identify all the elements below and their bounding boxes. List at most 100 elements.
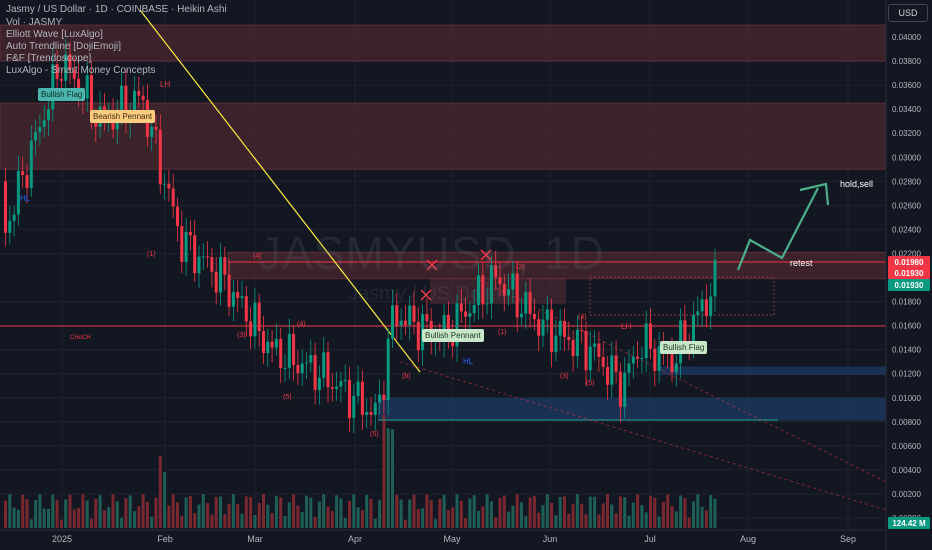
- retest-label: retest: [790, 258, 813, 268]
- volume-bar: [649, 495, 652, 528]
- candle-body: [257, 302, 261, 332]
- volume-bar: [274, 495, 278, 528]
- bearish-pennant-label: Bearish Pennant: [90, 110, 156, 123]
- candle-body: [442, 315, 446, 343]
- candle-body: [631, 356, 635, 364]
- price-axis[interactable]: 0.04000 0.03800 0.03600 0.03400 0.03200 0.030…: [885, 0, 932, 550]
- time-axis[interactable]: 2025 Feb Mar Apr May Jun Jul Aug Sep: [0, 529, 886, 544]
- indicator-volume[interactable]: Vol · JASMY: [6, 17, 63, 28]
- volume-bar: [154, 497, 158, 528]
- volume-bar: [425, 494, 429, 528]
- volume-bar: [68, 494, 72, 528]
- candle-body: [713, 259, 717, 297]
- volume-bar: [558, 496, 562, 528]
- volume-bar: [640, 505, 644, 528]
- candle-body: [274, 338, 278, 348]
- candle-body: [369, 412, 373, 415]
- candle-body: [464, 311, 468, 317]
- candle-body: [618, 371, 622, 407]
- volume-bar: [696, 494, 700, 528]
- time-tick-label: Aug: [740, 534, 756, 544]
- volume-bar: [81, 494, 85, 528]
- volume-bar: [292, 494, 296, 528]
- candle-body: [124, 85, 128, 123]
- candle-body: [644, 323, 648, 359]
- currency-button[interactable]: USD: [888, 4, 928, 22]
- volume-bar: [485, 494, 489, 528]
- candle-body: [670, 352, 674, 373]
- volume-bar: [98, 495, 102, 528]
- candle-body: [262, 331, 265, 354]
- volume-bar: [94, 498, 98, 528]
- candle-body: [47, 109, 50, 121]
- candle-body: [403, 320, 407, 326]
- candle-body: [558, 321, 562, 336]
- price-tick-label: 0.03600: [892, 81, 921, 90]
- candle-body: [120, 85, 124, 112]
- candle-body: [305, 362, 308, 364]
- volume-bar: [498, 497, 502, 528]
- volume-bar: [365, 494, 369, 528]
- price-tick-label: 0.01600: [892, 322, 921, 331]
- volume-bar: [520, 502, 523, 528]
- candle-body: [244, 296, 248, 322]
- volume-bar: [623, 497, 627, 528]
- volume-bar: [326, 506, 330, 528]
- candle-body: [597, 343, 601, 358]
- candle-body: [184, 231, 188, 262]
- candle-body: [606, 366, 609, 385]
- volume-bar: [614, 513, 618, 528]
- chart-title[interactable]: Jasmy / US Dollar · 1D · COINBASE · Heik…: [6, 4, 227, 15]
- volume-bar: [644, 512, 648, 528]
- indicator-auto-trendline[interactable]: Auto Trendline [DojiEmoji]: [6, 41, 122, 52]
- candle-body: [279, 338, 283, 369]
- candle-body: [339, 381, 343, 387]
- name-watermark: Jasmy / US Dollar: [348, 283, 509, 305]
- target-box: [589, 276, 775, 316]
- volume-bar: [4, 500, 7, 528]
- indicator-ff[interactable]: F&F [Trendoscope]: [6, 53, 92, 64]
- price-badge: [888, 279, 930, 291]
- volume-bar: [507, 511, 511, 528]
- candle-body: [64, 54, 68, 81]
- wave-1-label: (1): [147, 251, 156, 258]
- candle-body: [68, 54, 72, 70]
- volume-bar: [253, 515, 257, 528]
- candle-body: [348, 379, 351, 419]
- volume-bar: [184, 497, 188, 528]
- indicator-elliott-wave[interactable]: Elliott Wave [LuxAlgo]: [6, 29, 103, 40]
- candle-body: [176, 206, 179, 226]
- candle-body: [326, 352, 330, 388]
- volume-bar: [270, 512, 274, 528]
- candle-body: [4, 181, 7, 233]
- volume-bar: [115, 501, 119, 528]
- volume-bars: [4, 414, 717, 528]
- volume-bar: [12, 507, 16, 528]
- candle-body: [468, 313, 472, 317]
- time-tick-label: 2025: [52, 534, 72, 544]
- hold-sell-label: hold,sell: [840, 179, 873, 189]
- price-badge-label: 124.42 M: [892, 519, 926, 528]
- indicator-smc[interactable]: LuxAlgo - Smart Money Concepts: [6, 65, 156, 76]
- volume-bar: [661, 501, 665, 528]
- volume-bar: [219, 496, 222, 528]
- candle-body: [34, 131, 38, 141]
- volume-bar: [16, 509, 20, 528]
- volume-bar: [29, 519, 33, 528]
- price-tick-label: 0.02400: [892, 225, 921, 234]
- volume-bar: [532, 495, 536, 528]
- volume-bar: [399, 499, 403, 528]
- candle-body: [25, 175, 29, 189]
- candle-body: [588, 346, 592, 371]
- candle-body: [309, 355, 313, 363]
- volume-bar: [369, 498, 373, 528]
- volume-bar: [360, 510, 364, 528]
- candle-body: [163, 183, 167, 185]
- candle-body: [42, 120, 46, 128]
- candle-body: [335, 386, 339, 389]
- volume-bar: [124, 498, 128, 528]
- candle-body: [477, 275, 480, 305]
- candle-body: [653, 348, 657, 371]
- volume-bar: [489, 501, 493, 528]
